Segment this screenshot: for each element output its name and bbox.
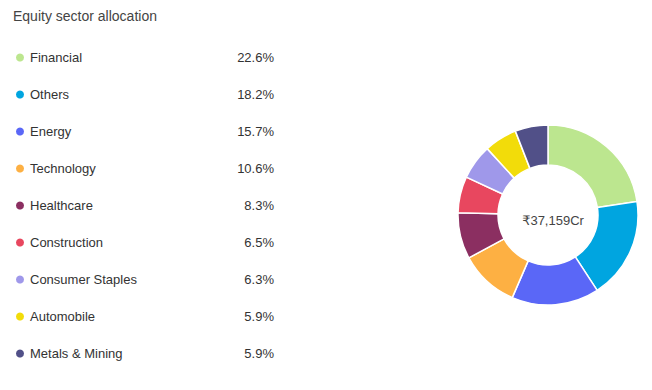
svg-text:5.9%: 5.9%	[244, 309, 274, 324]
svg-text:₹37,159Cr: ₹37,159Cr	[522, 213, 584, 228]
svg-text:6.3%: 6.3%	[244, 272, 274, 287]
svg-text:10.6%: 10.6%	[237, 161, 274, 176]
svg-text:5.9%: 5.9%	[244, 346, 274, 361]
svg-text:15.7%: 15.7%	[237, 124, 274, 139]
svg-text:8.3%: 8.3%	[244, 198, 274, 213]
svg-text:Healthcare: Healthcare	[30, 198, 93, 213]
svg-text:Automobile: Automobile	[30, 309, 95, 324]
svg-text:Metals & Mining: Metals & Mining	[30, 346, 122, 361]
svg-text:Consumer Staples: Consumer Staples	[30, 272, 137, 287]
svg-text:Others: Others	[30, 87, 70, 102]
svg-text:Technology: Technology	[30, 161, 96, 176]
svg-text:22.6%: 22.6%	[237, 50, 274, 65]
svg-text:6.5%: 6.5%	[244, 235, 274, 250]
svg-text:Financial: Financial	[30, 50, 82, 65]
svg-text:Energy: Energy	[30, 124, 72, 139]
svg-text:Construction: Construction	[30, 235, 103, 250]
svg-text:18.2%: 18.2%	[237, 87, 274, 102]
svg-text:Equity sector allocation: Equity sector allocation	[13, 8, 157, 24]
